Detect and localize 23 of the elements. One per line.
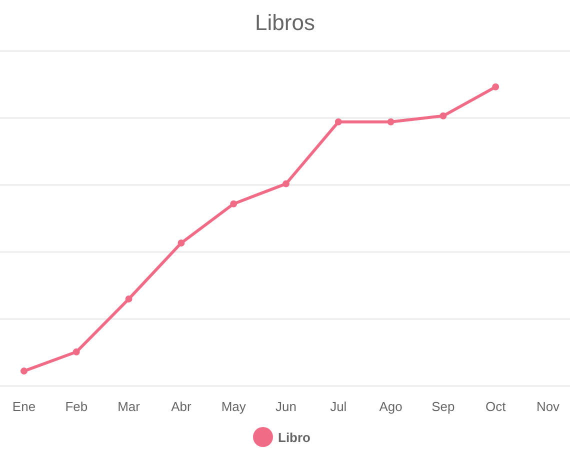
x-tick-label: Feb (65, 399, 88, 414)
x-tick-label: Oct (485, 399, 506, 414)
point (282, 180, 290, 188)
point (20, 368, 28, 375)
x-tick-label: May (221, 399, 246, 414)
x-tick-label: Jun (276, 399, 296, 414)
point (125, 295, 132, 302)
point (334, 118, 342, 126)
x-tick-label: Abr (171, 399, 192, 414)
x-tick-label: Nov (536, 399, 560, 414)
x-tick-label: Jul (330, 399, 347, 414)
point (440, 112, 447, 120)
x-tick-label: Ene (12, 399, 36, 414)
point (492, 83, 500, 90)
point (178, 240, 185, 247)
x-tick-label: Mar (118, 399, 141, 414)
chart-title: Libros (255, 10, 315, 35)
point (230, 200, 238, 208)
legend-label: Libro (278, 430, 311, 445)
x-tick-label: Ago (379, 399, 402, 414)
point (387, 118, 394, 126)
x-tick-label: Sep (432, 399, 455, 414)
point (72, 348, 80, 356)
